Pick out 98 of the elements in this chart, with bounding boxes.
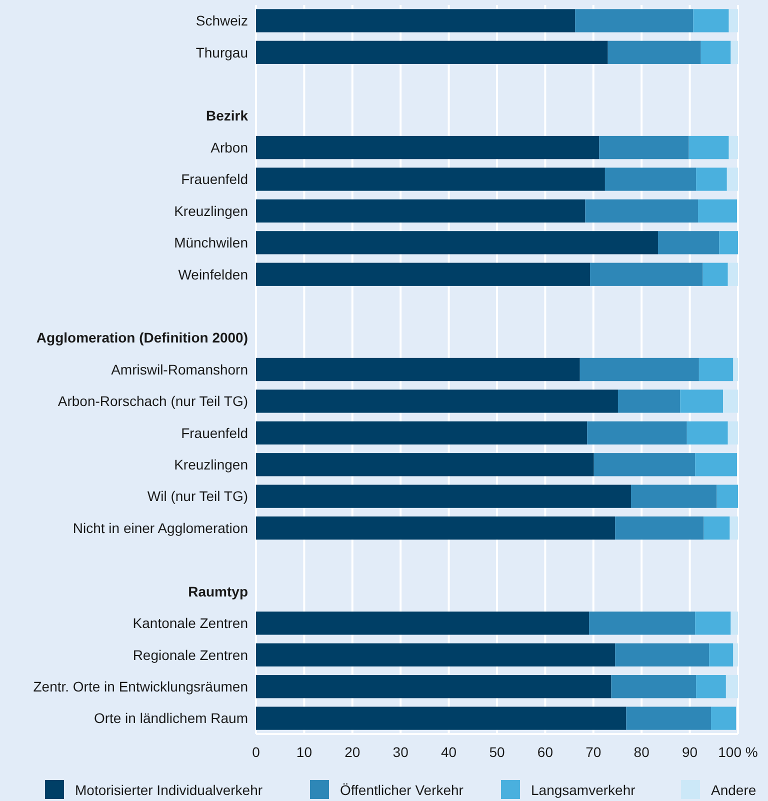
x-tick-label: 80 (634, 744, 650, 760)
legend-label: Langsamverkehr (531, 782, 636, 798)
x-tick-label: 100 % (718, 744, 758, 760)
bar (680, 390, 724, 413)
y-tick-label: Orte in ländlichem Raum (94, 710, 248, 726)
bar (256, 9, 576, 32)
bar (256, 358, 580, 382)
y-tick-label: Münchwilen (174, 234, 248, 251)
bar (726, 675, 738, 698)
bar (700, 40, 731, 64)
bar (256, 453, 594, 476)
bar (696, 675, 726, 698)
bar (730, 40, 738, 64)
bar (658, 231, 720, 254)
bar (698, 199, 738, 223)
x-tick-label: 60 (537, 744, 554, 760)
bar (695, 453, 738, 476)
bar (256, 199, 586, 223)
bar (604, 168, 696, 191)
x-tick-label: 50 (489, 744, 505, 760)
y-tick-label: Kreuzlingen (174, 202, 248, 219)
x-tick-label: 70 (586, 744, 602, 760)
bar (686, 421, 728, 444)
x-tick-label: 90 (682, 744, 698, 760)
legend-label: Öffentlicher Verkehr (340, 782, 464, 798)
bar (590, 262, 703, 286)
bar (711, 706, 736, 730)
bar (256, 612, 590, 635)
bar (716, 484, 738, 508)
bar (698, 358, 734, 382)
bar (730, 516, 738, 540)
bar (585, 199, 698, 223)
bar (728, 9, 738, 32)
bar (256, 484, 631, 508)
y-tick-label: Arbon (210, 139, 248, 156)
bar (256, 675, 612, 698)
y-tick-label: Agglomeration (Definition 2000) (36, 330, 248, 346)
y-tick-label: Raumtyp (188, 583, 248, 600)
bar (695, 612, 731, 635)
bar (594, 453, 696, 476)
bar (709, 643, 734, 666)
y-tick-label: Amriswil-Romanshorn (111, 361, 248, 378)
bar (608, 40, 701, 64)
bar (626, 706, 712, 730)
bar (733, 358, 738, 382)
bar (599, 136, 689, 160)
y-tick-label: Arbon-Rorschach (nur Teil TG) (58, 393, 248, 410)
bar (580, 358, 699, 382)
legend-label: Andere (711, 782, 756, 798)
x-tick-label: 10 (296, 744, 312, 760)
bar (693, 9, 729, 32)
y-tick-label: Weinfelden (178, 266, 248, 282)
bar (256, 136, 600, 160)
bar (704, 516, 730, 540)
y-tick-label: Wil (nur Teil TG) (147, 488, 248, 504)
bar (256, 262, 590, 286)
bar (723, 390, 738, 413)
bar (256, 390, 618, 413)
bar (611, 675, 696, 698)
bar (256, 643, 616, 666)
bar (688, 136, 729, 160)
bar (728, 262, 738, 286)
y-tick-label: Frauenfeld (181, 424, 248, 441)
y-tick-label: Nicht in einer Agglomeration (72, 520, 248, 536)
y-tick-label: Kreuzlingen (174, 456, 248, 473)
y-tick-label: Bezirk (206, 108, 248, 124)
x-tick-label: 20 (344, 744, 360, 760)
bar (702, 262, 728, 286)
bar (730, 612, 738, 635)
bar (256, 40, 608, 64)
bar (256, 231, 658, 254)
bar (728, 421, 738, 444)
bar (726, 168, 738, 191)
x-tick-label: 30 (392, 744, 409, 760)
bar (719, 231, 738, 254)
bar (256, 421, 588, 444)
y-tick-label: Regionale Zentren (132, 646, 248, 663)
y-tick-label: Frauenfeld (181, 171, 248, 188)
bar (733, 643, 738, 666)
y-tick-label: Thurgau (196, 44, 248, 60)
bar (589, 612, 696, 635)
bar (256, 706, 626, 730)
bar (256, 516, 616, 540)
bar (630, 484, 717, 508)
y-tick-label: Kantonale Zentren (132, 615, 248, 632)
bar (615, 643, 710, 666)
bar (575, 9, 694, 32)
bar (728, 136, 738, 160)
y-tick-label: Zentr. Orte in Entwicklungsräumen (33, 678, 248, 694)
bar (615, 516, 704, 540)
legend-label: Motorisierter Individualverkehr (75, 782, 263, 798)
bar (256, 168, 605, 191)
y-tick-label: Schweiz (196, 12, 248, 29)
x-tick-label: 0 (252, 744, 260, 760)
bar (696, 168, 727, 191)
x-tick-label: 40 (441, 744, 457, 760)
bar (618, 390, 680, 413)
bar (587, 421, 687, 444)
